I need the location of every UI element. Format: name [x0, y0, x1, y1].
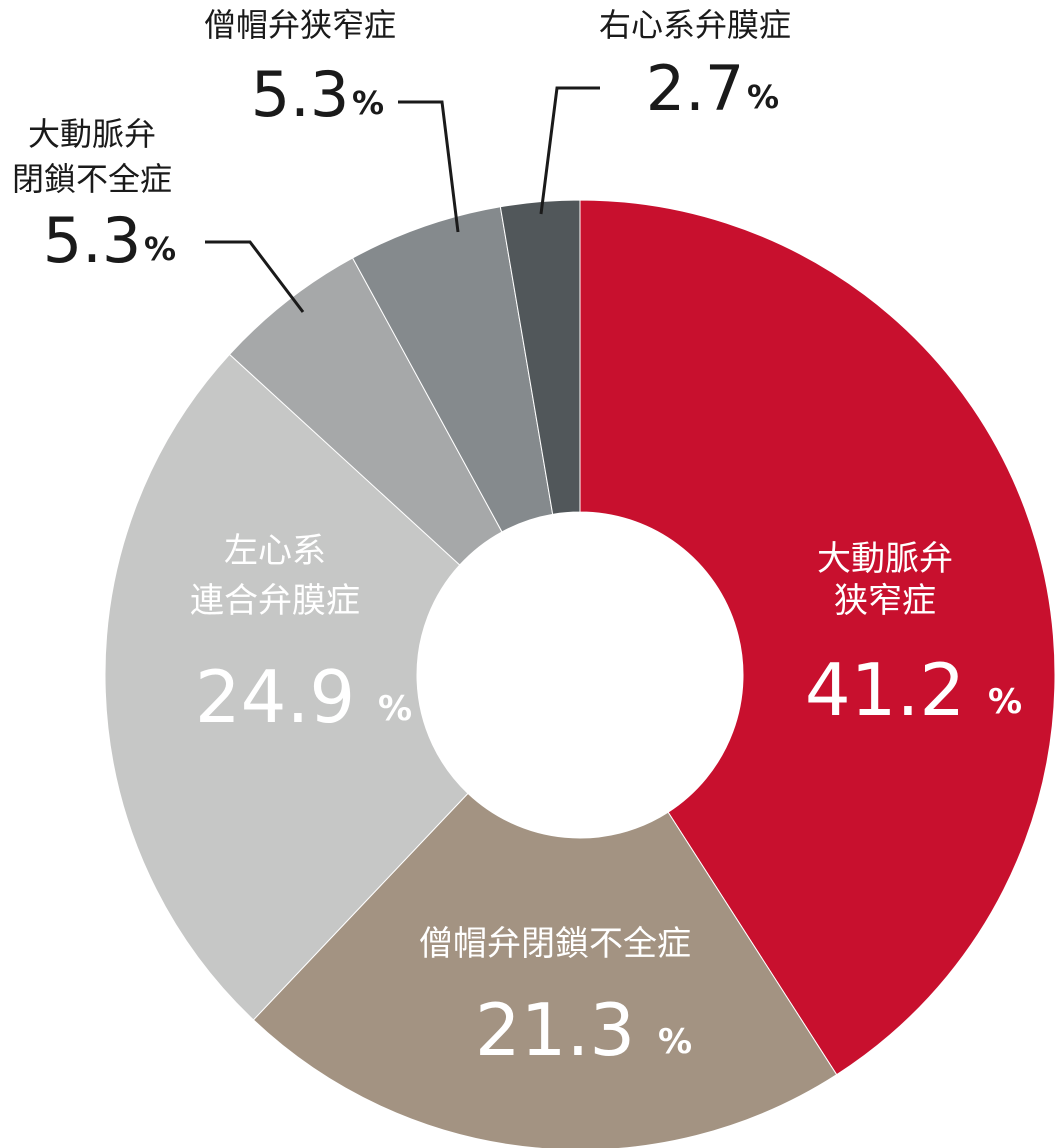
slice-percent-0: %: [988, 682, 1022, 722]
donut-hole: [417, 512, 743, 838]
slice-percent-1: %: [658, 1022, 692, 1062]
slice-label-3-line-1: 閉鎖不全症: [12, 160, 172, 198]
slice-value-1: 21.3: [475, 988, 635, 1072]
slice-label-4-line-0: 僧帽弁狭窄症: [204, 6, 396, 44]
slice-value-0: 41.2: [805, 648, 965, 732]
slice-value-2: 24.9: [195, 655, 355, 739]
slice-value-5: 2.7: [646, 52, 745, 125]
slice-percent-3: %: [144, 230, 176, 268]
slice-label-1-line-0: 僧帽弁閉鎖不全症: [419, 924, 691, 964]
leader-line-4: [398, 100, 460, 233]
leader-line-3: [205, 240, 305, 313]
leader-line-5: [539, 86, 600, 215]
slice-label-0-line-1: 狭窄症: [834, 581, 936, 621]
slice-percent-5: %: [747, 78, 779, 116]
slice-percent-4: %: [352, 84, 384, 122]
slice-value-3: 5.3: [43, 204, 142, 277]
slice-label-5-line-0: 右心系弁膜症: [599, 6, 791, 44]
slice-label-2-line-0: 左心系: [224, 531, 326, 571]
slice-percent-2: %: [378, 689, 412, 729]
slice-label-2-line-1: 連合弁膜症: [190, 581, 360, 621]
slice-label-3-line-0: 大動脈弁: [28, 115, 156, 153]
slice-value-4: 5.3: [251, 58, 350, 131]
slice-label-0-line-0: 大動脈弁: [817, 539, 953, 579]
